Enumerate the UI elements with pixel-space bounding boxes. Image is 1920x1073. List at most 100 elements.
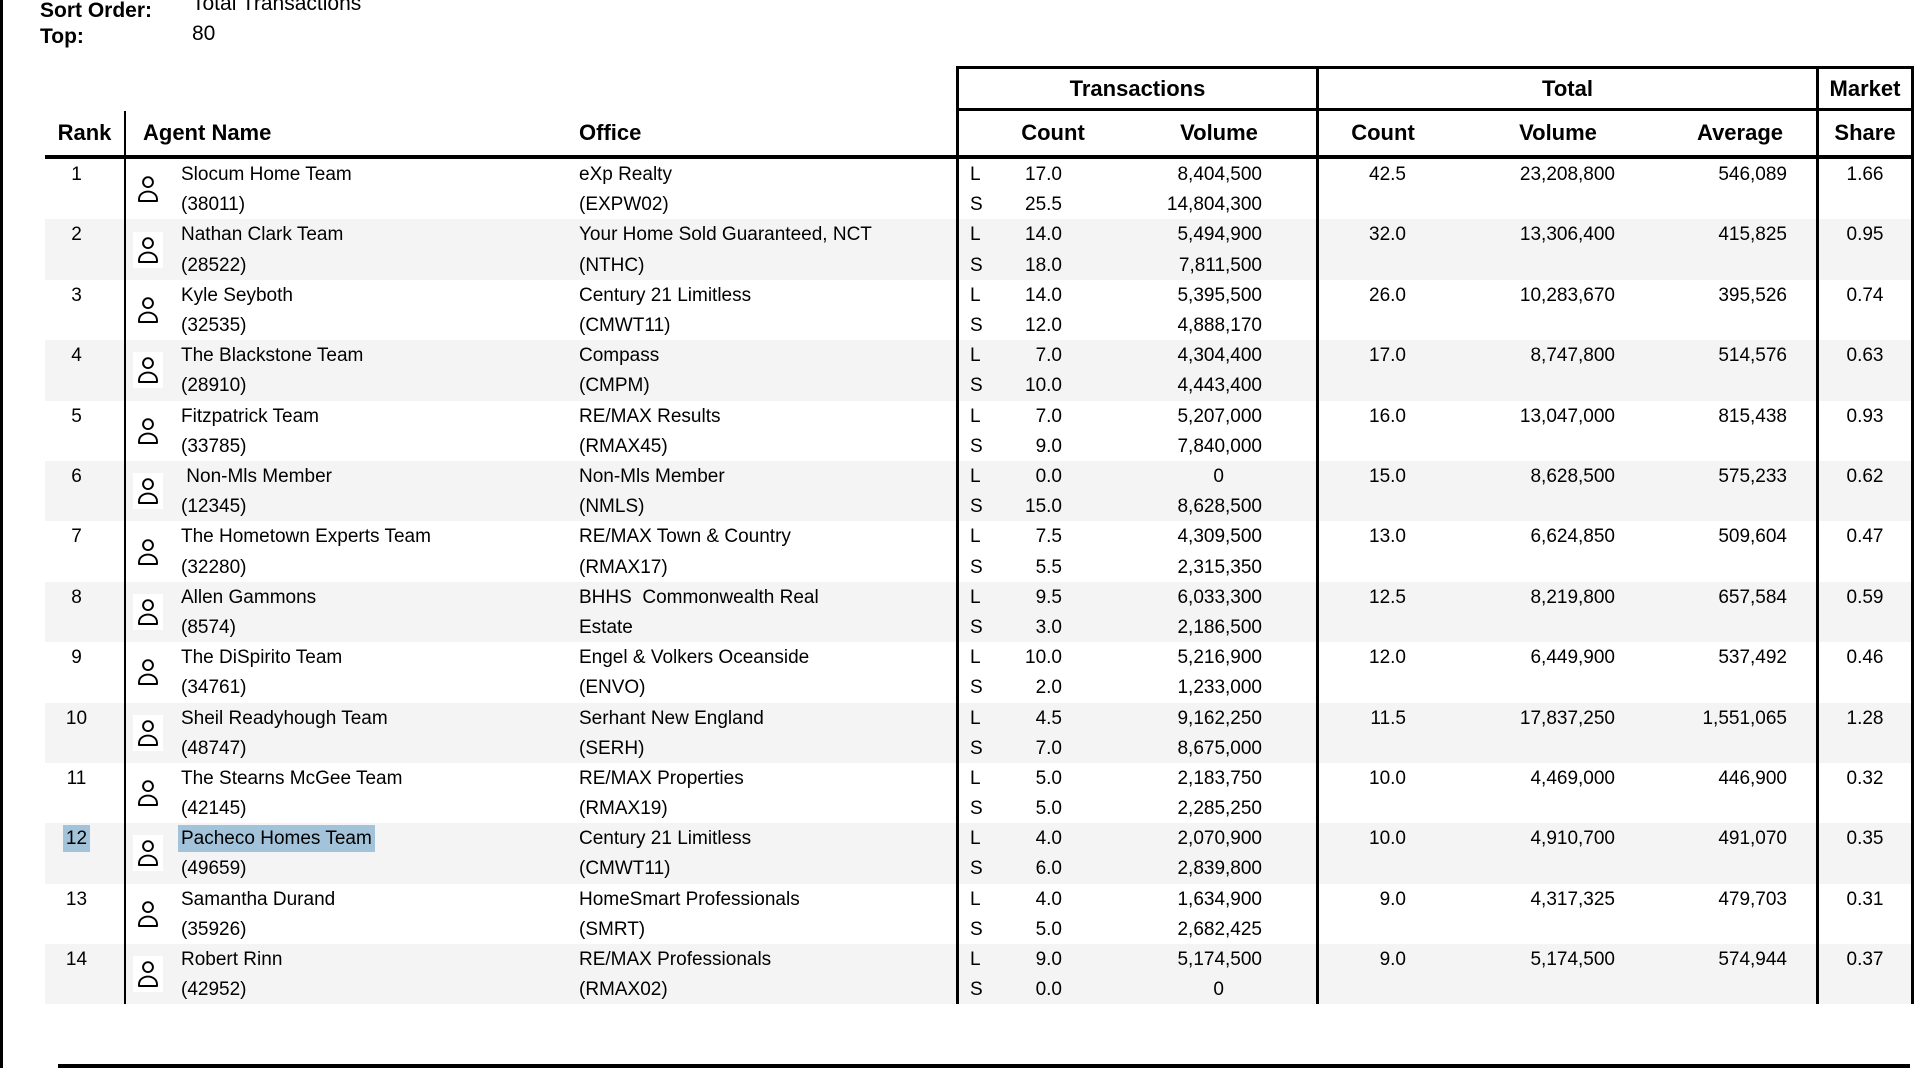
average-cell: 815,438 [1620, 401, 1816, 461]
table-row[interactable]: 11 The Stearns McGee Team (42145) RE/MAX… [45, 762, 1914, 824]
agent-ranking-table: Transactions Total Market Rank Agent Nam… [45, 66, 1914, 1005]
total-count: 32.0 [1369, 224, 1406, 246]
rank-value: 13 [65, 888, 88, 910]
sell-side-label: S [970, 254, 983, 276]
top-value: 80 [192, 22, 216, 45]
column-header-total-volume: Volume [1519, 120, 1597, 145]
transactions-volume-cell: 4,309,500 2,315,350 [1066, 521, 1316, 581]
table-row[interactable]: 2 Nathan Clark Team (28522) Your Home So… [45, 219, 1914, 280]
list-volume: 4,309,500 [1177, 526, 1262, 548]
transactions-count-cell: 9.0 0.0 [994, 944, 1066, 1004]
agent-code: (33785) [181, 435, 247, 457]
average-price: 479,703 [1718, 888, 1787, 910]
market-share: 0.46 [1846, 647, 1884, 669]
market-share-cell: 0.74 [1816, 279, 1914, 341]
list-side-label: L [970, 888, 981, 910]
rank-value: 11 [66, 767, 87, 789]
average-cell: 479,703 [1620, 884, 1816, 944]
list-volume: 1,634,900 [1177, 888, 1262, 910]
rank-value: 7 [71, 526, 82, 548]
agent-code: (48747) [181, 737, 247, 759]
average-price: 415,825 [1718, 224, 1787, 246]
table-row[interactable]: 13 Samantha Durand (35926) HomeSmart Pro… [45, 883, 1914, 945]
table-row[interactable]: 3 Kyle Seyboth (32535) Century 21 Limitl… [45, 279, 1914, 341]
table-row[interactable]: 4 The Blackstone Team (28910) Compass (C… [45, 340, 1914, 401]
list-side-label: L [970, 707, 981, 729]
agent-code: (28910) [181, 375, 247, 397]
table-row[interactable]: 1 Slocum Home Team (38011) eXp Realty (E… [45, 159, 1914, 220]
market-share: 0.74 [1846, 284, 1884, 306]
table-row[interactable]: 14 Robert Rinn (42952) RE/MAX Profession… [45, 944, 1914, 1005]
agent-name: Kyle Seyboth [181, 284, 293, 306]
sell-volume: 7,811,500 [1178, 254, 1262, 276]
table-row[interactable]: 10 Sheil Readyhough Team (48747) Serhant… [45, 702, 1914, 763]
list-volume: 6,033,300 [1177, 586, 1262, 608]
office-code: (NMLS) [579, 496, 645, 518]
rank-cell: 7 [45, 521, 124, 581]
sell-count: 18.0 [1025, 254, 1062, 276]
rank-cell: 14 [45, 944, 124, 1004]
agent-name: Slocum Home Team [181, 164, 352, 185]
transactions-volume-cell: 8,404,500 14,804,300 [1066, 159, 1316, 219]
person-icon [133, 956, 163, 993]
table-row[interactable]: 8 Allen Gammons (8574) BHHS Commonwealth… [45, 581, 1914, 643]
market-share-cell: 0.47 [1816, 521, 1914, 582]
list-side-label: L [970, 586, 981, 608]
list-sell-cell: L S [956, 400, 994, 461]
market-share-cell: 0.95 [1816, 219, 1914, 280]
column-header-transactions-count: Count [1021, 120, 1085, 145]
list-volume: 5,207,000 [1177, 405, 1262, 427]
average-price: 657,584 [1718, 586, 1787, 608]
table-row[interactable]: 5 Fitzpatrick Team (33785) RE/MAX Result… [45, 400, 1914, 461]
average-cell: 415,825 [1620, 219, 1816, 279]
transactions-count-cell: 4.5 7.0 [994, 703, 1066, 763]
office-cell: Century 21 Limitless (CMWT11) [577, 280, 956, 340]
list-side-label: L [970, 284, 981, 306]
sell-count: 3.0 [1035, 616, 1062, 638]
rank-value: 1 [71, 164, 82, 185]
sell-side-label: S [970, 858, 983, 880]
transactions-count-cell: 0.0 15.0 [994, 461, 1066, 521]
total-volume: 8,628,500 [1530, 465, 1615, 487]
agent-name: The Blackstone Team [181, 345, 364, 367]
agent-cell: Pacheco Homes Team (49659) [124, 823, 577, 884]
total-count-cell: 11.5 [1316, 702, 1408, 763]
total-count-cell: 9.0 [1316, 883, 1408, 945]
sell-count: 12.0 [1025, 314, 1062, 336]
table-row[interactable]: 12 Pacheco Homes Team (49659) Century 21… [45, 823, 1914, 884]
office-cell: HomeSmart Professionals (SMRT) [577, 884, 956, 944]
office-name: BHHS Commonwealth Real [579, 586, 819, 608]
table-row[interactable]: 7 The Hometown Experts Team (32280) RE/M… [45, 521, 1914, 582]
agent-cell: The DiSpirito Team (34761) [124, 642, 577, 703]
list-sell-cell: L S [956, 159, 994, 220]
office-code: (RMAX17) [579, 556, 668, 578]
transactions-volume-cell: 5,395,500 4,888,170 [1066, 280, 1316, 340]
table-row[interactable]: 9 The DiSpirito Team (34761) Engel & Vol… [45, 642, 1914, 703]
transactions-volume-cell: 1,634,900 2,682,425 [1066, 884, 1316, 944]
agent-name: The Hometown Experts Team [181, 526, 431, 548]
agent-code: (8574) [181, 616, 236, 638]
total-volume-cell: 13,047,000 [1408, 401, 1620, 461]
rank-value: 14 [65, 949, 88, 971]
average-price: 537,492 [1718, 647, 1787, 669]
average-cell: 446,900 [1620, 763, 1816, 823]
office-cell: RE/MAX Results (RMAX45) [577, 401, 956, 461]
list-side-label: L [970, 767, 981, 789]
sell-side-label: S [970, 737, 983, 759]
average-cell: 575,233 [1620, 461, 1816, 521]
list-sell-cell: L S [956, 219, 994, 280]
sell-side-label: S [970, 496, 983, 518]
average-price: 546,089 [1718, 164, 1787, 185]
agent-code: (42145) [181, 798, 247, 820]
office-name: RE/MAX Results [579, 405, 721, 427]
transactions-count-cell: 9.5 3.0 [994, 582, 1066, 642]
sell-side-label: S [970, 375, 983, 397]
group-header-transactions: Transactions [956, 66, 1316, 111]
total-count-cell: 42.5 [1316, 159, 1408, 220]
rank-value: 6 [71, 465, 82, 487]
person-icon [133, 714, 163, 751]
list-side-label: L [970, 949, 981, 971]
list-count: 9.0 [1035, 949, 1062, 971]
table-row[interactable]: 6 Non-Mls Member (12345) Non-Mls Member … [45, 460, 1914, 522]
total-count: 11.5 [1370, 707, 1406, 729]
